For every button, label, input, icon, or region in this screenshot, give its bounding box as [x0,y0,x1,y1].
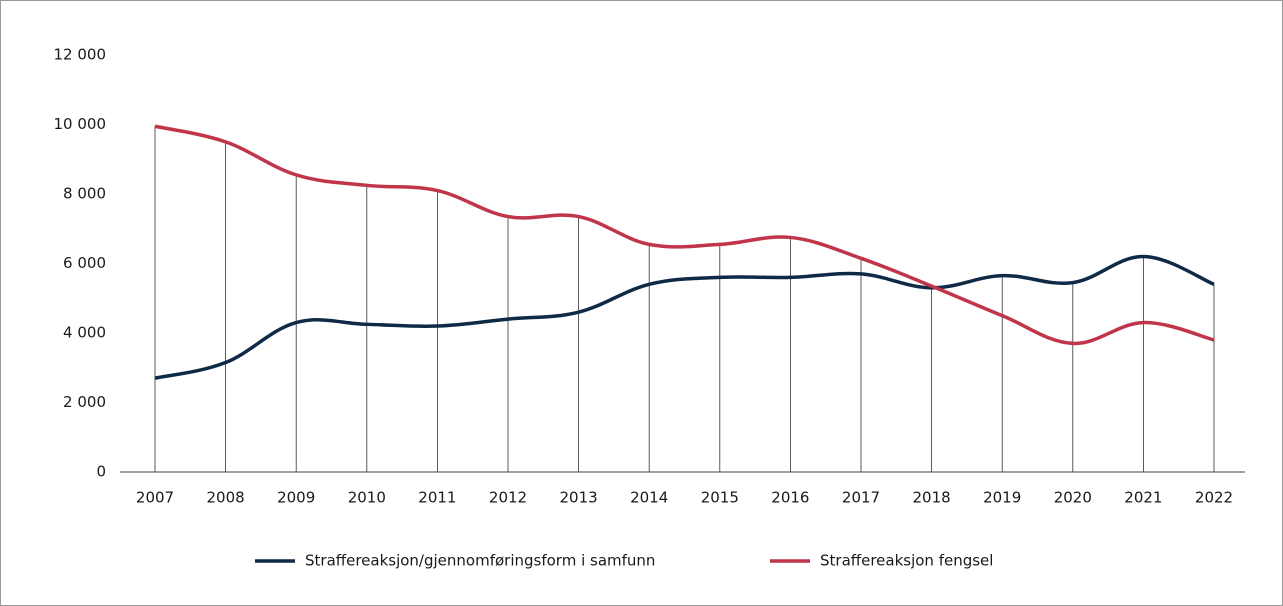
x-tick-label: 2019 [983,489,1021,507]
x-tick-label: 2011 [418,489,456,507]
x-tick-label: 2009 [277,489,315,507]
y-tick-label: 0 [96,463,106,481]
y-tick-label: 4 000 [63,324,106,342]
x-tick-label: 2007 [136,489,174,507]
x-tick-label: 2017 [842,489,880,507]
x-tick-label: 2013 [560,489,598,507]
legend-label: Straffereaksjon/gjennomføringsform i sam… [305,552,655,570]
series-line [154,124,1215,346]
x-tick-label: 2018 [913,489,951,507]
x-tick-label: 2008 [207,489,245,507]
x-tick-label: 2014 [630,489,668,507]
y-tick-label: 2 000 [63,393,106,411]
x-tick-label: 2010 [348,489,386,507]
legend-label: Straffereaksjon fengsel [820,552,993,570]
x-tick-label: 2021 [1124,489,1162,507]
series-line [154,254,1215,380]
x-tick-label: 2012 [489,489,527,507]
x-tick-label: 2016 [771,489,809,507]
x-tick-label: 2020 [1054,489,1092,507]
y-tick-label: 6 000 [63,254,106,272]
y-tick-label: 12 000 [54,46,107,64]
y-tick-label: 10 000 [54,115,107,133]
x-tick-label: 2022 [1195,489,1233,507]
x-tick-label: 2015 [701,489,739,507]
y-tick-label: 8 000 [63,185,106,203]
